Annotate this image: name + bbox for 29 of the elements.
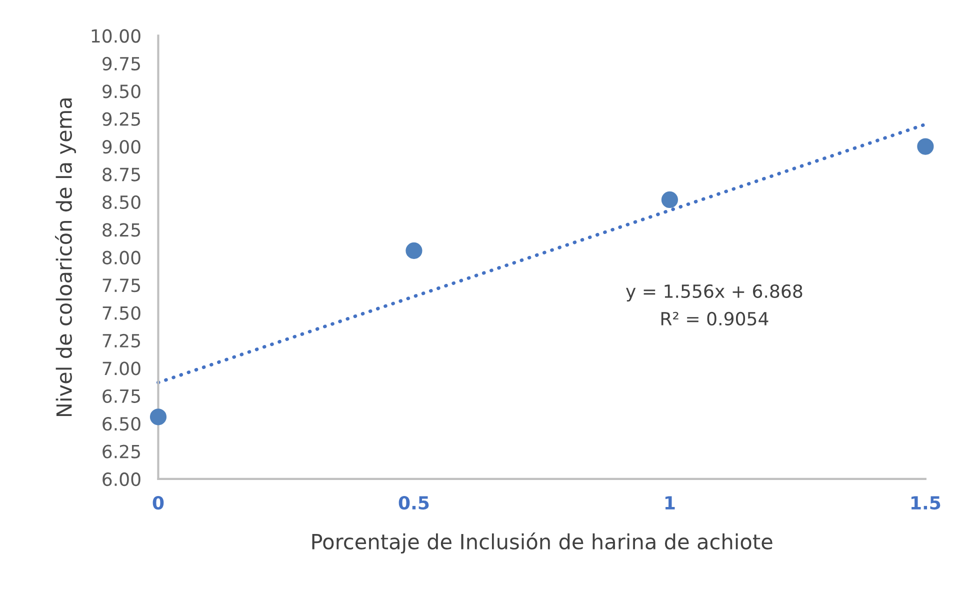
- y-tick-label: 6.75: [102, 389, 140, 403]
- y-tick-label: 9.75: [102, 56, 140, 71]
- y-tick-label: 6.25: [102, 444, 140, 458]
- y-tick-label: 9.50: [102, 84, 140, 98]
- y-tick-label: 8.50: [102, 195, 140, 210]
- y-tick-label: 6.50: [102, 417, 140, 431]
- point: [150, 408, 167, 426]
- x-axis-title: Porcentaje de Inclusión de harina de achiote: [312, 532, 772, 554]
- y-tick-label: 8.25: [102, 223, 140, 237]
- y-axis-title: Nivel de coloaricón de la yema: [54, 98, 76, 416]
- y-tick-label: 8.00: [102, 250, 140, 264]
- point: [917, 138, 934, 155]
- annotation: R² = 0.9054: [661, 312, 768, 326]
- x-tick-label: 1: [665, 496, 675, 510]
- x-tick-label: 1.5: [911, 496, 940, 510]
- point: [406, 242, 422, 259]
- y-tick-label: 7.25: [102, 334, 140, 348]
- point: [661, 191, 678, 208]
- x-tick-label: 0: [152, 496, 164, 510]
- y-tick-label: 7.00: [102, 362, 140, 376]
- y-tick-label: 6.00: [102, 472, 140, 486]
- y-tick-label: 8.75: [102, 168, 140, 182]
- annotation: y = 1.556x + 6.868: [626, 284, 802, 302]
- y-tick-label: 7.75: [102, 278, 140, 292]
- y-tick-label: 9.25: [102, 112, 140, 126]
- y-tick-label: 7.50: [102, 306, 140, 320]
- x-tick-label: 0.5: [398, 496, 429, 510]
- y-tick-label: 9.00: [102, 140, 140, 154]
- y-tick-label: 10.00: [92, 29, 140, 43]
